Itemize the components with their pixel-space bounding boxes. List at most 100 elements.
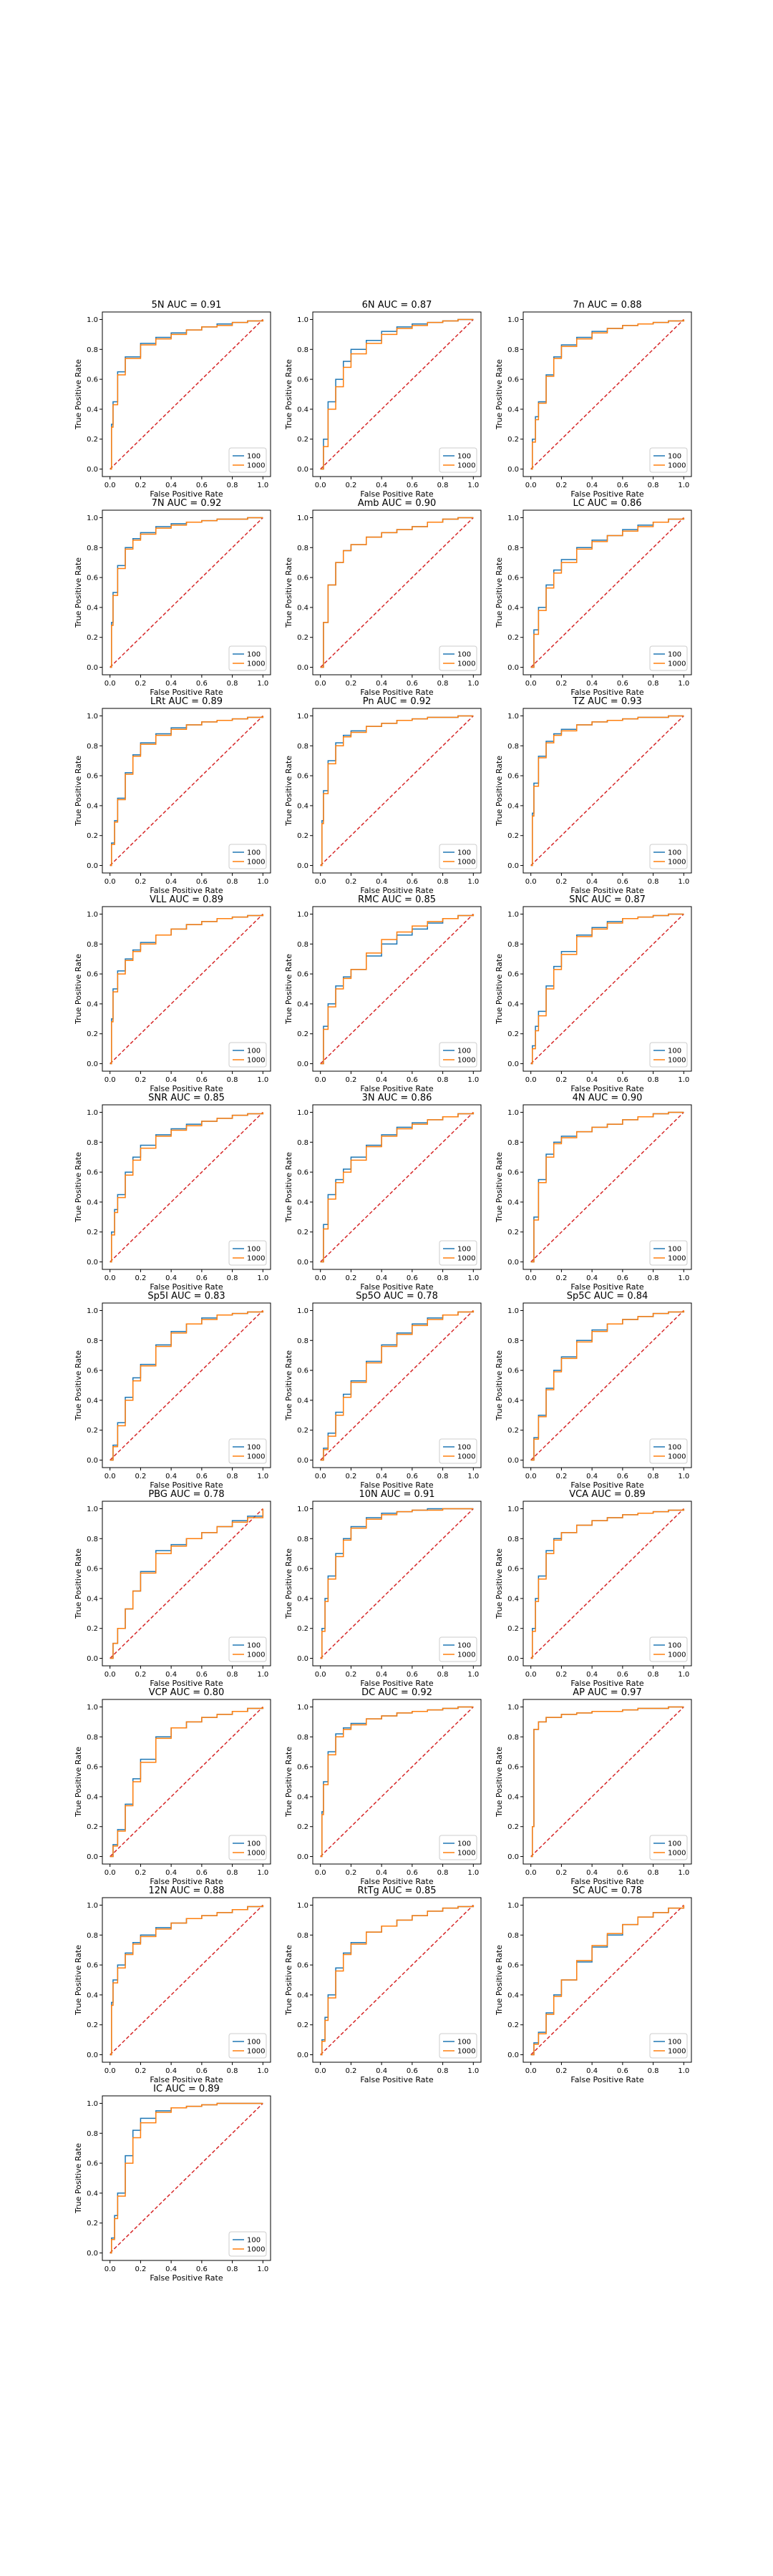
legend-box (439, 1240, 477, 1266)
x-tick-label: 1.0 (678, 482, 689, 489)
legend-label: 100 (457, 2039, 471, 2046)
y-axis-label: True Positive Rate (495, 1548, 504, 1619)
y-axis-label: True Positive Rate (495, 1152, 504, 1223)
x-axis-label: False Positive Rate (150, 1877, 223, 1886)
x-tick-label: 1.0 (257, 1869, 268, 1877)
y-tick-label: 0.8 (297, 545, 308, 552)
legend-label: 100 (247, 1048, 261, 1055)
x-tick-label: 1.0 (467, 1076, 479, 1084)
legend-label: 100 (668, 1642, 681, 1650)
legend-box (649, 1240, 688, 1266)
y-tick-label: 1.0 (297, 1307, 308, 1315)
roc-subplot: VCP AUC = 0.80 0.0 0.2 0.4 0.6 0.8 1.0 0.0 0.2 0.… (74, 1687, 271, 1886)
y-axis-label: True Positive Rate (74, 954, 83, 1025)
x-axis-label: False Positive Rate (150, 1282, 223, 1292)
x-tick-label: 0.2 (555, 878, 567, 886)
y-axis-label: True Positive Rate (284, 1945, 293, 2016)
x-tick-label: 0.6 (617, 1274, 628, 1282)
legend-label: 100 (668, 453, 681, 461)
x-tick-label: 0.8 (648, 1076, 659, 1084)
legend-box (649, 2033, 688, 2059)
x-tick-label: 0.8 (227, 1473, 238, 1480)
x-tick-label: 0.0 (104, 1274, 116, 1282)
y-tick-label: 0.0 (297, 1060, 308, 1068)
x-tick-label: 0.4 (376, 1869, 387, 1877)
y-axis-label: True Positive Rate (74, 1548, 83, 1619)
y-tick-label: 0.2 (297, 1823, 308, 1831)
x-tick-label: 0.8 (227, 1274, 238, 1282)
legend-label: 1000 (457, 2048, 475, 2056)
x-tick-label: 0.4 (586, 1869, 598, 1877)
y-tick-label: 0.2 (297, 634, 308, 642)
chance-diagonal-line (530, 1706, 684, 1858)
y-tick-label: 0.6 (297, 1962, 308, 1970)
y-tick-label: 0.6 (87, 1566, 98, 1574)
y-tick-label: 0.8 (507, 1536, 519, 1543)
legend-box (439, 1042, 477, 1068)
axes-frame (312, 906, 482, 1072)
y-tick-label: 0.0 (297, 862, 308, 870)
y-tick-label: 0.2 (507, 634, 519, 642)
y-tick-label: 0.4 (507, 1000, 519, 1008)
roc-curve-1000 (530, 1111, 684, 1263)
x-tick-label: 0.6 (407, 1671, 418, 1679)
x-axis-label: False Positive Rate (360, 886, 433, 895)
legend-label: 1000 (668, 1255, 686, 1263)
y-tick-label: 0.2 (87, 2220, 98, 2228)
axes-frame (102, 1302, 271, 1468)
x-tick-label: 0.6 (617, 1671, 628, 1679)
y-tick-label: 0.4 (507, 1991, 519, 1999)
x-axis-label: False Positive Rate (360, 489, 433, 499)
y-tick-label: 1.0 (297, 1506, 308, 1513)
chance-diagonal-line (110, 913, 263, 1065)
y-tick-label: 1.0 (507, 316, 519, 324)
roc-curve-1000 (530, 1310, 685, 1461)
y-tick-label: 0.0 (507, 1259, 519, 1267)
y-tick-label: 0.8 (507, 346, 519, 354)
y-tick-label: 1.0 (87, 514, 98, 522)
y-axis-label: True Positive Rate (74, 756, 83, 826)
roc-curve-1000 (320, 715, 474, 867)
x-tick-label: 0.6 (617, 1869, 628, 1877)
subplot-title: 10N AUC = 0.91 (359, 1489, 435, 1500)
subplot-title: TZ AUC = 0.93 (572, 696, 642, 707)
y-axis-label: True Positive Rate (284, 756, 293, 826)
y-tick-label: 0.8 (297, 346, 308, 354)
chance-diagonal-line (110, 1309, 263, 1461)
y-tick-label: 0.6 (297, 575, 308, 582)
x-tick-label: 0.4 (376, 1473, 387, 1480)
y-tick-label: 0.2 (507, 832, 519, 840)
y-tick-label: 0.4 (507, 1397, 519, 1405)
legend-label: 100 (457, 1444, 471, 1452)
y-axis-label: True Positive Rate (495, 1350, 504, 1421)
y-tick-label: 0.4 (87, 2190, 98, 2197)
legend-box (228, 2033, 267, 2059)
axes-frame (522, 708, 692, 874)
legend-label: 1000 (668, 660, 686, 668)
x-tick-label: 1.0 (678, 680, 689, 688)
x-tick-label: 0.8 (437, 1869, 449, 1877)
y-tick-label: 0.2 (297, 1030, 308, 1038)
legend-label: 100 (247, 1246, 261, 1254)
x-tick-label: 0.4 (376, 680, 387, 688)
y-tick-label: 0.4 (87, 406, 98, 414)
y-tick-label: 0.0 (507, 1060, 519, 1068)
y-tick-label: 0.0 (87, 664, 98, 672)
x-tick-label: 0.0 (315, 1076, 326, 1084)
x-tick-label: 0.0 (104, 482, 116, 489)
x-tick-label: 0.8 (648, 2067, 659, 2075)
subplot-title: SC AUC = 0.78 (573, 1885, 642, 1896)
y-tick-label: 0.8 (507, 1734, 519, 1742)
x-tick-label: 0.4 (376, 878, 387, 886)
x-tick-label: 1.0 (678, 1473, 689, 1480)
legend-box (439, 1835, 477, 1860)
y-tick-label: 0.8 (87, 1932, 98, 1940)
legend: 100 1000 (439, 2033, 477, 2059)
x-tick-label: 1.0 (257, 2265, 268, 2273)
roc-subplot: DC AUC = 0.92 0.0 0.2 0.4 0.6 0.8 1.0 0.0 0.2 0.4… (284, 1687, 482, 1886)
